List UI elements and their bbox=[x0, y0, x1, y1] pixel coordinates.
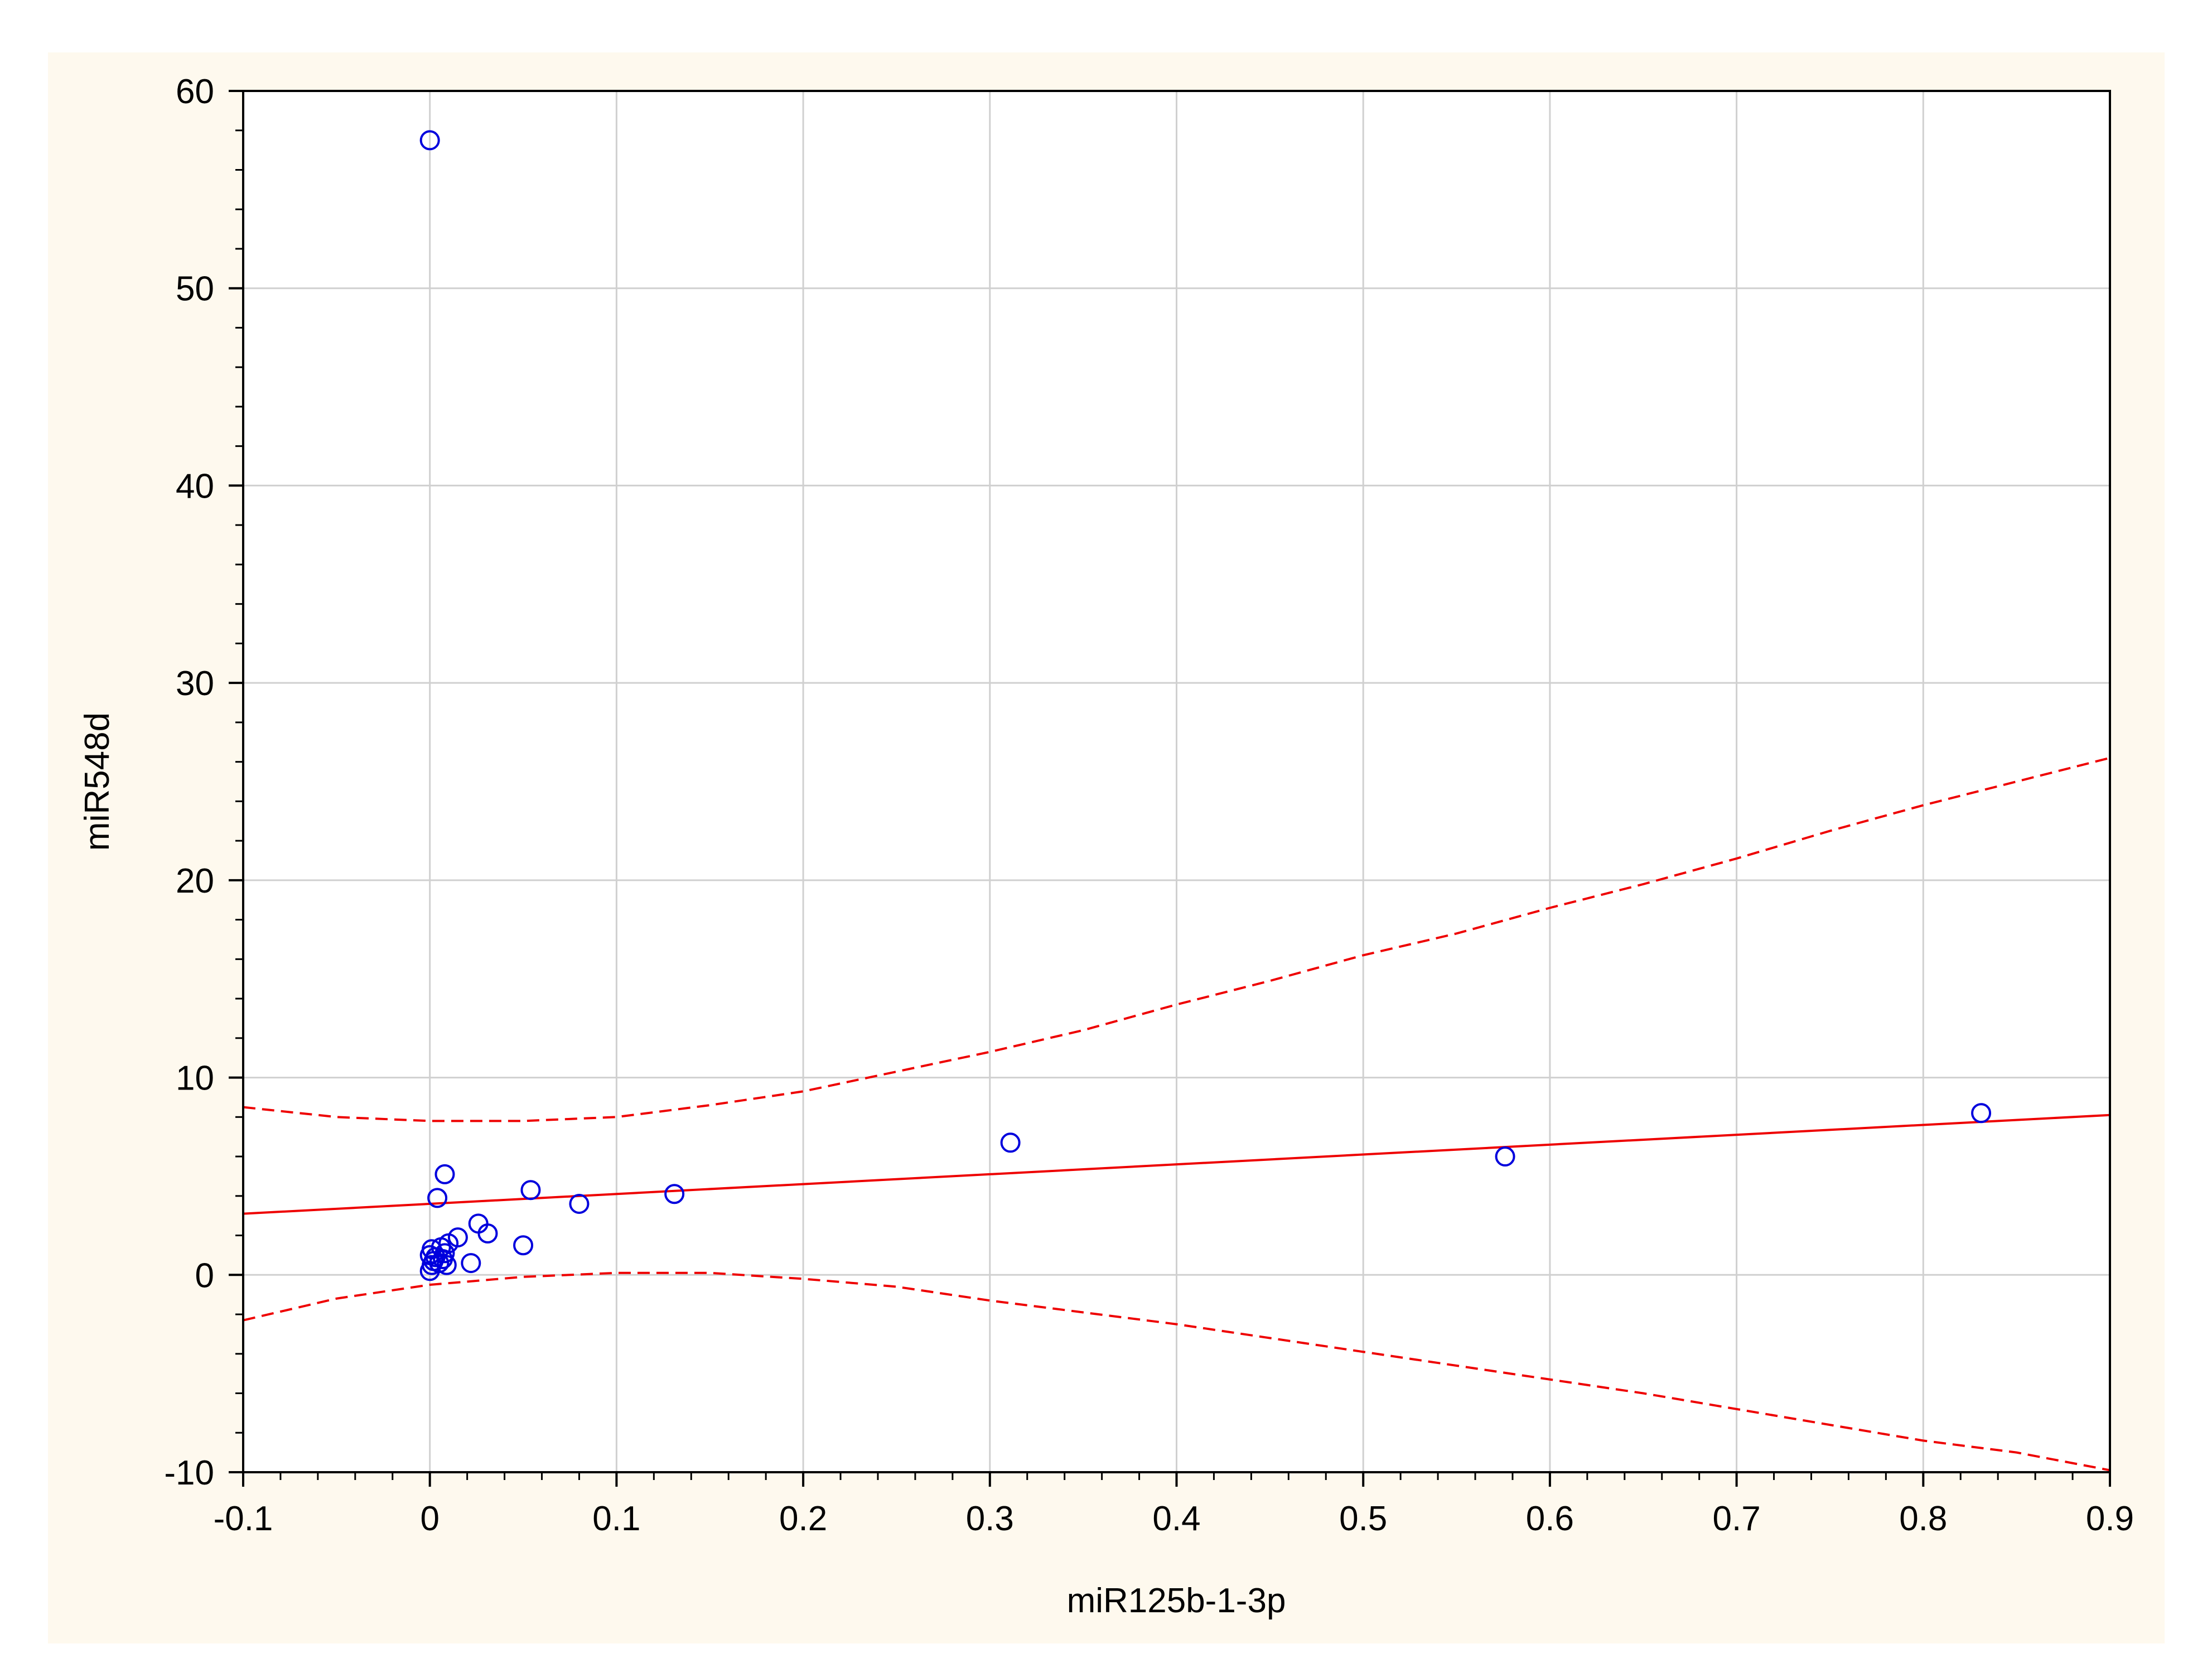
data-point bbox=[461, 1253, 481, 1274]
data-points bbox=[419, 130, 1992, 1281]
data-point bbox=[569, 1193, 590, 1214]
x-tick-label: 0.1 bbox=[592, 1500, 640, 1538]
data-point bbox=[419, 130, 440, 151]
confidence-band-lower bbox=[243, 1271, 2110, 1472]
x-tick-label: 0 bbox=[420, 1500, 439, 1538]
x-tick-label: 0.8 bbox=[1899, 1500, 1947, 1538]
axis-ticks bbox=[229, 90, 2111, 1487]
data-point bbox=[1000, 1132, 1021, 1153]
x-tick-label: 0.4 bbox=[1152, 1500, 1200, 1538]
data-point bbox=[429, 1253, 450, 1274]
y-tick-label: 40 bbox=[176, 467, 214, 505]
data-point bbox=[664, 1184, 685, 1204]
x-tick-label: 0.2 bbox=[779, 1500, 827, 1538]
y-tick-label: -10 bbox=[164, 1454, 214, 1492]
y-tick-label: 50 bbox=[176, 270, 214, 309]
data-point bbox=[520, 1180, 541, 1201]
y-tick-label: 10 bbox=[176, 1059, 214, 1098]
data-point bbox=[434, 1164, 455, 1184]
x-tick-label: 0.3 bbox=[966, 1500, 1014, 1538]
y-tick-label: 0 bbox=[195, 1256, 214, 1295]
y-tick-label: 20 bbox=[176, 862, 214, 900]
x-axis-title: miR125b-1-3p bbox=[1067, 1582, 1286, 1620]
y-tick-labels: -10 0 10 20 30 40 50 60 bbox=[164, 73, 214, 1492]
y-tick-label: 30 bbox=[176, 664, 214, 703]
confidence-band-upper bbox=[243, 756, 2110, 1122]
data-point bbox=[1971, 1103, 1992, 1124]
x-tick-label: -0.1 bbox=[214, 1500, 273, 1538]
x-tick-label: 0.9 bbox=[2086, 1500, 2134, 1538]
confidence-band bbox=[243, 756, 2110, 1472]
y-tick-label: 60 bbox=[176, 73, 214, 111]
data-point bbox=[477, 1223, 498, 1244]
fit-line-group bbox=[243, 1114, 2110, 1215]
x-tick-label: 0.7 bbox=[1712, 1500, 1760, 1538]
grid-lines bbox=[243, 91, 2110, 1472]
data-point bbox=[513, 1235, 534, 1256]
data-point bbox=[447, 1227, 468, 1248]
data-point bbox=[436, 1255, 457, 1275]
x-tick-labels: -0.1 0 0.1 0.2 0.3 0.4 0.5 0.6 0.7 0.8 0.9 bbox=[214, 1500, 2134, 1538]
x-tick-label: 0.5 bbox=[1339, 1500, 1387, 1538]
y-axis-title: miR548d bbox=[78, 712, 117, 851]
x-tick-label: 0.6 bbox=[1526, 1500, 1574, 1538]
fit-line bbox=[243, 1114, 2110, 1215]
data-point bbox=[427, 1188, 448, 1208]
data-point bbox=[1495, 1146, 1515, 1167]
